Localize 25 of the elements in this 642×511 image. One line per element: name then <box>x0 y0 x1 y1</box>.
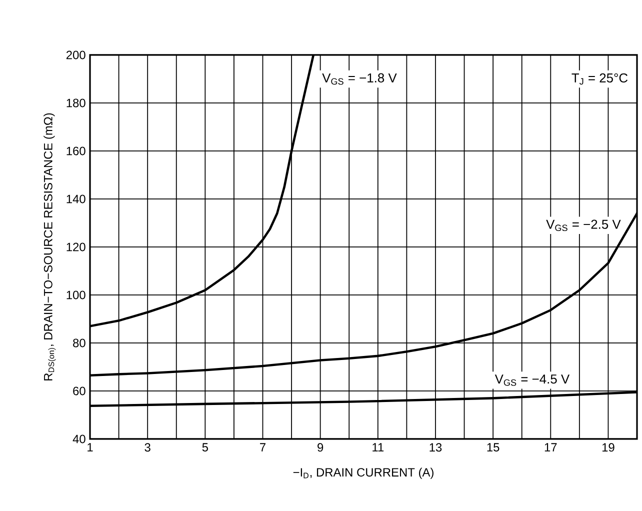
y-tick-label: 180 <box>66 98 86 108</box>
y-tick-label: 140 <box>66 194 86 204</box>
x-tick-label: 3 <box>144 443 150 452</box>
y-axis-title: R$_{DS(on)}$, DRAIN−TO−SOURCE RESISTANCE (mΩ) <box>44 113 56 380</box>
y-tick-label: 80 <box>73 338 86 348</box>
x-tick-label: 5 <box>202 443 208 452</box>
x-tick-label: 9 <box>318 443 324 452</box>
series-label: V$_{GS}$ = −4.5 V <box>494 374 570 386</box>
x-tick-label: 13 <box>430 443 442 452</box>
y-tick-label: 60 <box>73 386 86 396</box>
series-label: V$_{GS}$ = −1.8 V <box>322 73 397 85</box>
series-label: V$_{GS}$ = −2.5 V <box>546 220 621 232</box>
y-tick-label: 160 <box>66 146 86 156</box>
annotation: T$_{J}$ = 25°C <box>572 73 628 85</box>
x-axis-title: −I$_{D}$, DRAIN CURRENT (A) <box>293 468 434 479</box>
y-tick-label: 120 <box>66 242 86 252</box>
x-tick-label: 11 <box>372 443 384 452</box>
x-tick-label: 17 <box>544 443 557 452</box>
x-tick-label: 19 <box>602 443 614 452</box>
x-tick-label: 15 <box>487 443 500 452</box>
y-tick-label: 40 <box>72 434 86 444</box>
x-tick-label: 7 <box>260 443 266 452</box>
x-tick-label: 1 <box>88 443 93 452</box>
y-tick-label: 200 <box>66 50 86 60</box>
y-tick-label: 100 <box>66 290 86 300</box>
